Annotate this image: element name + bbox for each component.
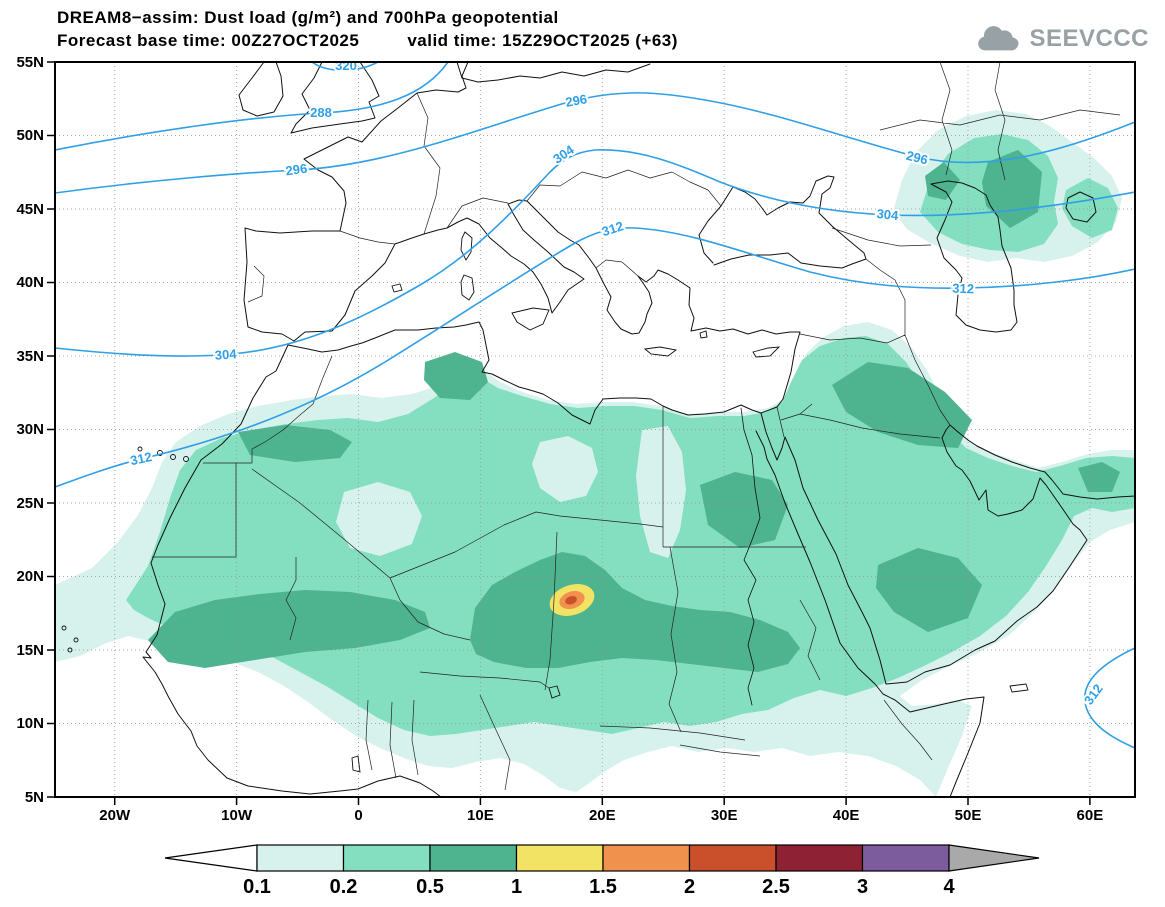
contour-label: 312 [600, 218, 625, 239]
colorbar-over-arrow [948, 844, 1040, 872]
contour-label: 296 [564, 91, 588, 110]
contour-label: 296 [285, 161, 309, 179]
colorbar-segment [515, 844, 604, 872]
dust-shading-layer [55, 110, 1135, 797]
lat-axis: 55N 50N 45N 40N 35N 30N 25N 20N 15N 10N … [16, 54, 55, 806]
country-borders [152, 62, 1121, 791]
colorbar-tick: 2.5 [762, 876, 790, 898]
contour-label: 304 [550, 142, 577, 167]
contour-label: 304 [214, 346, 237, 363]
colorbar-tick: 0.5 [416, 876, 444, 898]
lat-label: 35N [16, 348, 44, 365]
colorbar-under-arrow [164, 844, 258, 872]
colorbar-tick: 3 [857, 876, 868, 898]
lat-label: 55N [16, 54, 44, 71]
lon-label: 60E [1077, 807, 1104, 824]
logo-text: SEEVCCC [1029, 25, 1149, 52]
colorbar-segment [688, 844, 777, 872]
contour-label: 312 [129, 449, 153, 468]
lat-label: 45N [16, 201, 44, 218]
contour-label: 304 [876, 206, 900, 223]
contour-312 [55, 227, 1135, 488]
colorbar-tick: 4 [943, 876, 955, 898]
seevccc-logo: SEEVCCC [976, 24, 1149, 54]
header: DREAM8−assim: Dust load (g/m²) and 700hP… [0, 0, 1165, 60]
lat-label: 10N [16, 715, 44, 732]
lat-label: 15N [16, 642, 44, 659]
contour-312-se [1084, 647, 1135, 749]
lat-label: 25N [16, 495, 44, 512]
lon-label: 50E [955, 807, 982, 824]
contour-320 [311, 62, 379, 72]
colorbar-tick: 2 [684, 876, 695, 898]
geopotential-contours [55, 62, 1135, 749]
valid-time: valid time: 15Z29OCT2025 (+63) [407, 31, 678, 50]
forecast-base-time: Forecast base time: 00Z27OCT2025 [57, 31, 360, 50]
dust-hotspot [549, 584, 595, 616]
contour-304 [55, 149, 1135, 357]
contour-296 [55, 92, 1135, 194]
lon-label: 30E [711, 807, 738, 824]
lon-label: 0 [354, 807, 362, 824]
colorbar-tick: 0.1 [243, 876, 271, 898]
dust-level-05-patches [148, 150, 1120, 672]
colorbar-segment [602, 844, 691, 872]
page-title: DREAM8−assim: Dust load (g/m²) and 700hP… [57, 8, 559, 27]
colorbar-segment [256, 844, 345, 872]
colorbar-segment [342, 844, 431, 872]
contour-288 [55, 62, 449, 151]
page-subtitle: Forecast base time: 00Z27OCT2025 valid ti… [57, 31, 678, 51]
lon-axis: 20W 10W 0 10E 20E 30E 40E 50E 60E [99, 797, 1103, 824]
cloud-icon [978, 26, 1019, 51]
colorbar-segment [861, 844, 950, 872]
lon-label: 20W [99, 807, 131, 824]
lat-label: 50N [16, 127, 44, 144]
lat-label: 30N [16, 421, 44, 438]
lon-label: 10E [467, 807, 494, 824]
colorbar-tick: 1 [511, 876, 522, 898]
dust-level-02-ne [1062, 178, 1118, 238]
contour-label: 320 [335, 58, 357, 73]
colorbar-tick: 0.2 [330, 876, 358, 898]
colorbar-segment [775, 844, 864, 872]
lat-label: 20N [16, 568, 44, 585]
lat-label: 5N [25, 789, 44, 806]
colorbar-segment [429, 844, 518, 872]
contour-label: 288 [310, 105, 332, 120]
contour-label: 312 [952, 281, 974, 297]
lon-label: 20E [589, 807, 616, 824]
colorbar: 0.1 0.2 0.5 1 1.5 2 2.5 3 4 [164, 844, 1040, 898]
lat-label: 40N [16, 274, 44, 291]
lon-label: 40E [833, 807, 860, 824]
lon-label: 10W [221, 807, 253, 824]
colorbar-tick: 1.5 [589, 876, 617, 898]
